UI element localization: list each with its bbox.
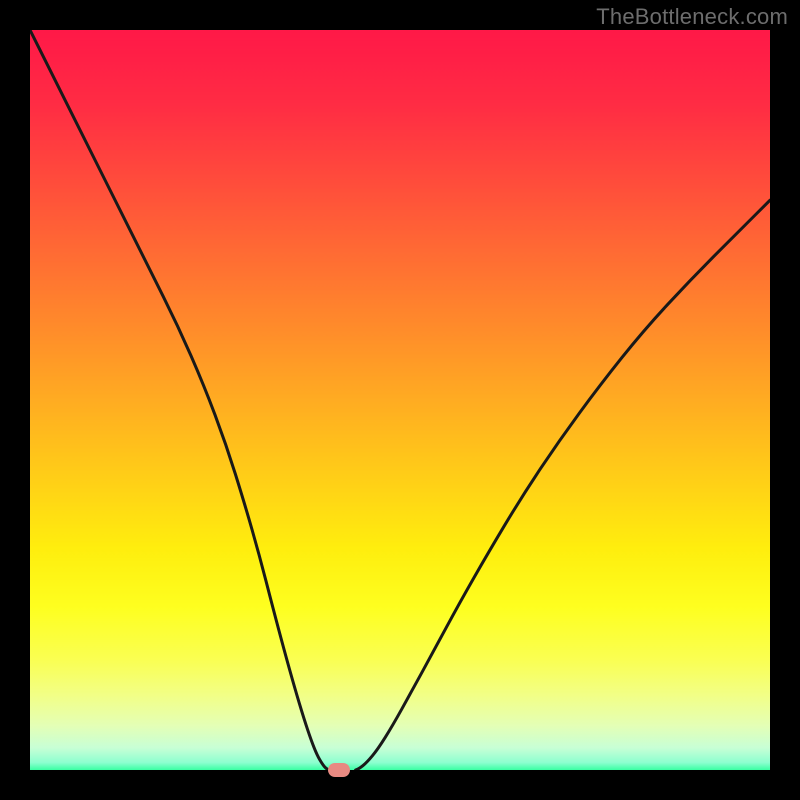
curve-left-branch xyxy=(30,30,329,770)
watermark-text: TheBottleneck.com xyxy=(596,4,788,30)
bottleneck-curve xyxy=(30,30,770,770)
curve-right-branch xyxy=(356,200,770,770)
chart-frame: TheBottleneck.com xyxy=(0,0,800,800)
optimum-marker xyxy=(328,763,350,777)
